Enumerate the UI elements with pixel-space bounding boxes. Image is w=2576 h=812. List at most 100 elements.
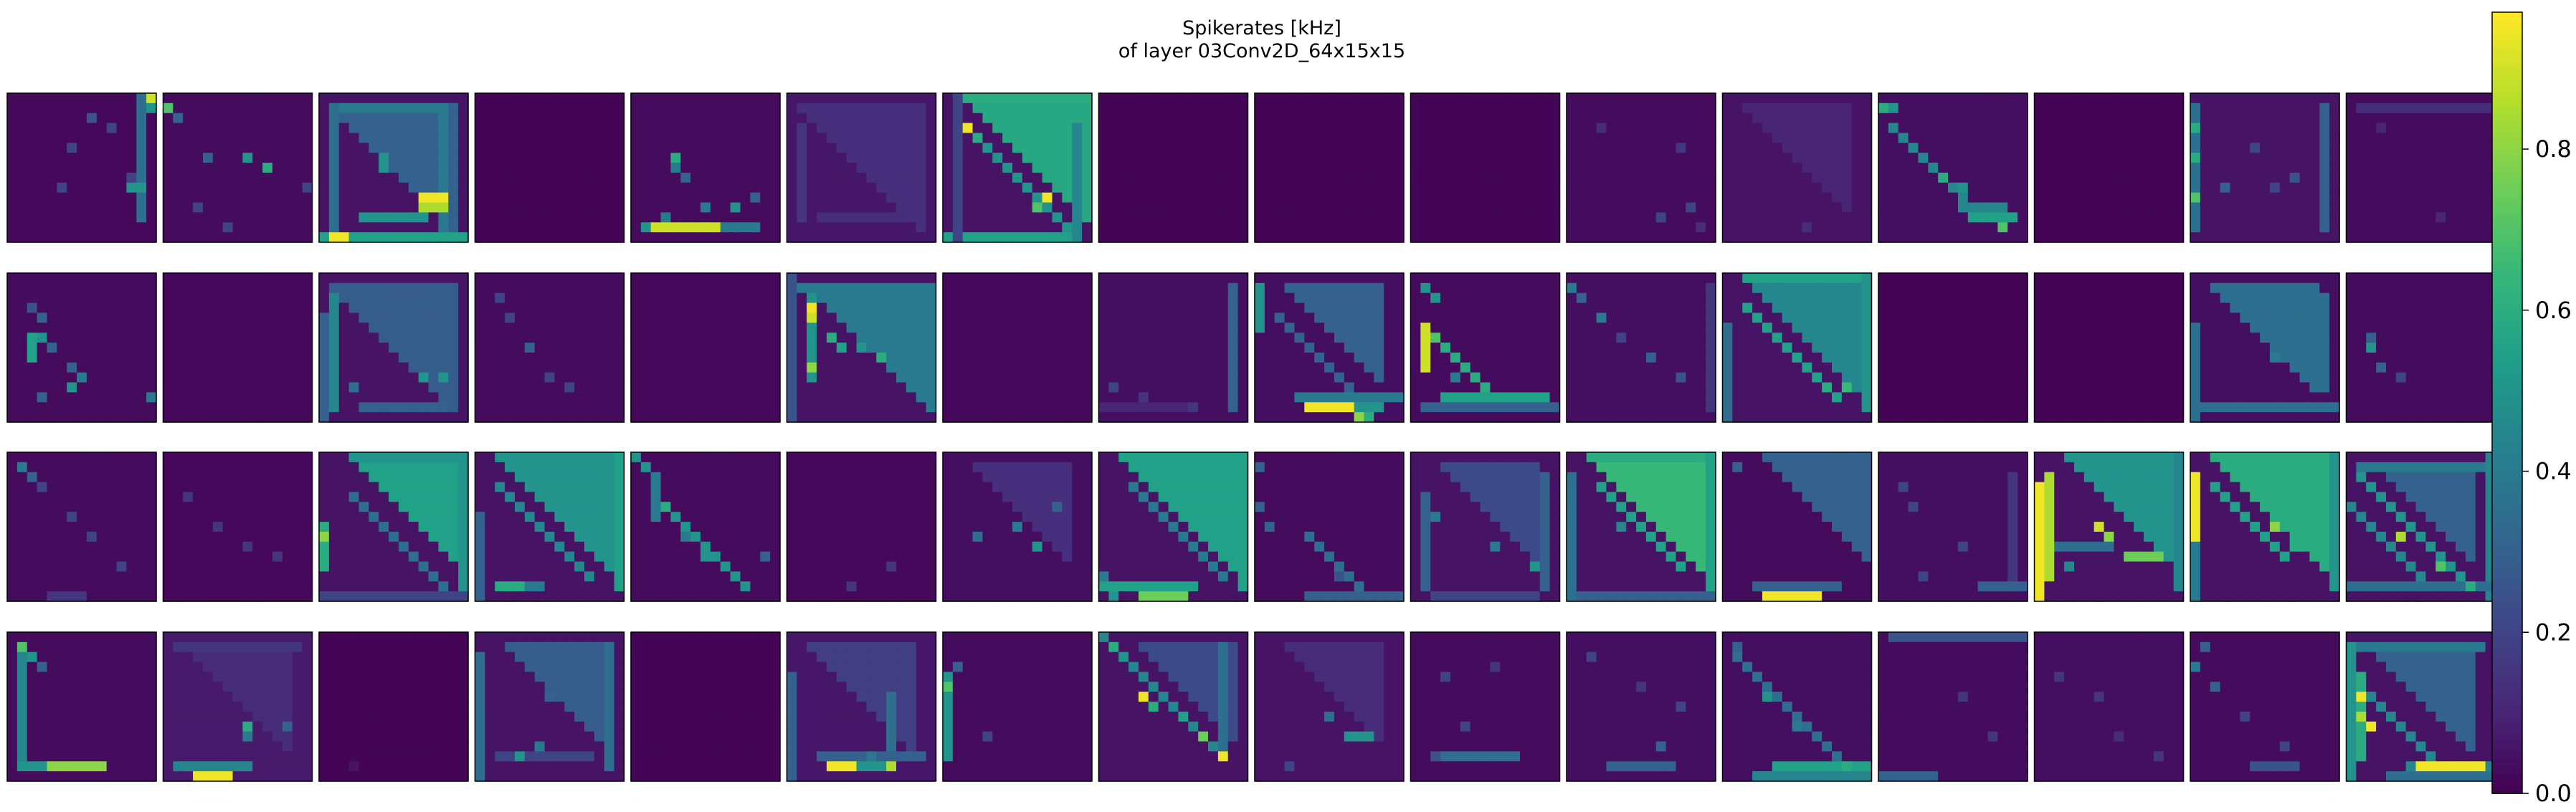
heat-cell (1148, 232, 1159, 243)
heat-cell (916, 352, 927, 363)
heat-cell (786, 102, 797, 114)
heat-cell (2366, 123, 2377, 134)
heat-cell (700, 163, 711, 173)
heat-cell (379, 102, 389, 114)
heat-cell (2064, 232, 2075, 243)
heat-cell (2134, 153, 2144, 163)
heat-cell (319, 323, 330, 333)
heat-cell (1324, 182, 1335, 194)
heat-cell (1908, 172, 1919, 183)
heat-cell (1732, 133, 1743, 143)
heat-cell (96, 312, 108, 323)
heat-cell (700, 282, 711, 294)
heat-cell (1304, 172, 1315, 183)
heat-cell (524, 352, 536, 363)
heat-cell (660, 163, 672, 173)
heat-cell (797, 402, 807, 413)
heat-cell (2289, 232, 2301, 243)
heat-cell (2395, 153, 2407, 163)
heat-cell (67, 113, 77, 124)
heat-cell (47, 392, 57, 403)
heat-cell (116, 232, 127, 243)
heat-cell (328, 273, 340, 284)
heat-cell (972, 192, 984, 204)
heat-cell (906, 212, 917, 223)
heat-cell (338, 343, 350, 353)
heat-cell (458, 402, 469, 413)
heat-cell (1274, 222, 1285, 233)
heat-cell (2230, 113, 2240, 124)
heat-cell (1948, 172, 1959, 183)
heat-cell (369, 123, 379, 134)
heat-cell (222, 192, 234, 204)
heat-cell (212, 282, 224, 294)
heat-cell (1822, 143, 1833, 153)
heat-cell (797, 302, 807, 314)
heat-cell (1851, 123, 1863, 134)
heat-cell (1832, 182, 1843, 194)
heat-cell (1410, 192, 1421, 204)
heat-cell (408, 282, 419, 294)
heat-cell (2044, 202, 2055, 213)
heat-cell (866, 232, 877, 243)
heat-cell (564, 113, 575, 124)
heat-cell (514, 343, 526, 353)
heat-cell (96, 372, 108, 383)
heat-cell (319, 143, 330, 153)
heat-cell (1082, 222, 1093, 233)
heat-cell (86, 302, 98, 314)
heat-cell (1237, 182, 1249, 194)
heat-cell (544, 123, 556, 134)
heat-cell (584, 123, 595, 134)
heat-cell (750, 123, 761, 134)
heat-cell (760, 302, 771, 314)
heat-cell (2376, 153, 2387, 163)
heat-cell (1616, 202, 1627, 213)
heat-cell (876, 113, 887, 124)
heat-cell (173, 372, 184, 383)
heat-cell (348, 343, 360, 353)
heat-cell (379, 113, 389, 124)
heat-cell (1188, 212, 1199, 223)
panel-frame (786, 92, 937, 243)
heat-cell (992, 113, 1003, 124)
heat-cell (786, 282, 797, 294)
heat-cell (389, 133, 399, 143)
heat-cell (116, 273, 127, 284)
heat-cell (1616, 143, 1627, 153)
heat-cell (163, 273, 174, 284)
heat-cell (690, 392, 701, 403)
heat-cell (338, 362, 350, 373)
heat-cell (1742, 232, 1753, 243)
heat-cell (1480, 143, 1491, 153)
heat-cell (2319, 143, 2330, 153)
heat-cell (7, 93, 18, 104)
heat-cell (1832, 222, 1843, 233)
heat-cell (2104, 153, 2115, 163)
heat-cell (846, 323, 857, 333)
heat-cell (2385, 102, 2397, 114)
heat-cell (272, 302, 283, 314)
heat-cell (1490, 153, 1501, 163)
heat-cell (1520, 192, 1531, 204)
heat-cell (2356, 212, 2367, 223)
heat-cell (358, 282, 369, 294)
heat-cell (916, 292, 927, 304)
heat-cell (428, 102, 439, 114)
heat-cell (2435, 172, 2446, 183)
heat-cell (797, 172, 807, 183)
heat-cell (797, 93, 807, 104)
heat-cell (1898, 153, 1909, 163)
heat-cell (1967, 182, 1979, 194)
heat-cell (282, 123, 293, 134)
heat-cell (1198, 113, 1209, 124)
heat-cell (1529, 172, 1541, 183)
heat-cell (1772, 93, 1783, 104)
heat-cell (660, 182, 672, 194)
heat-cell (1374, 212, 1384, 223)
heat-cell (202, 312, 214, 323)
heat-cell (2220, 113, 2231, 124)
heat-cell (846, 212, 857, 223)
heat-cell (202, 323, 214, 333)
heat-cell (136, 273, 147, 284)
